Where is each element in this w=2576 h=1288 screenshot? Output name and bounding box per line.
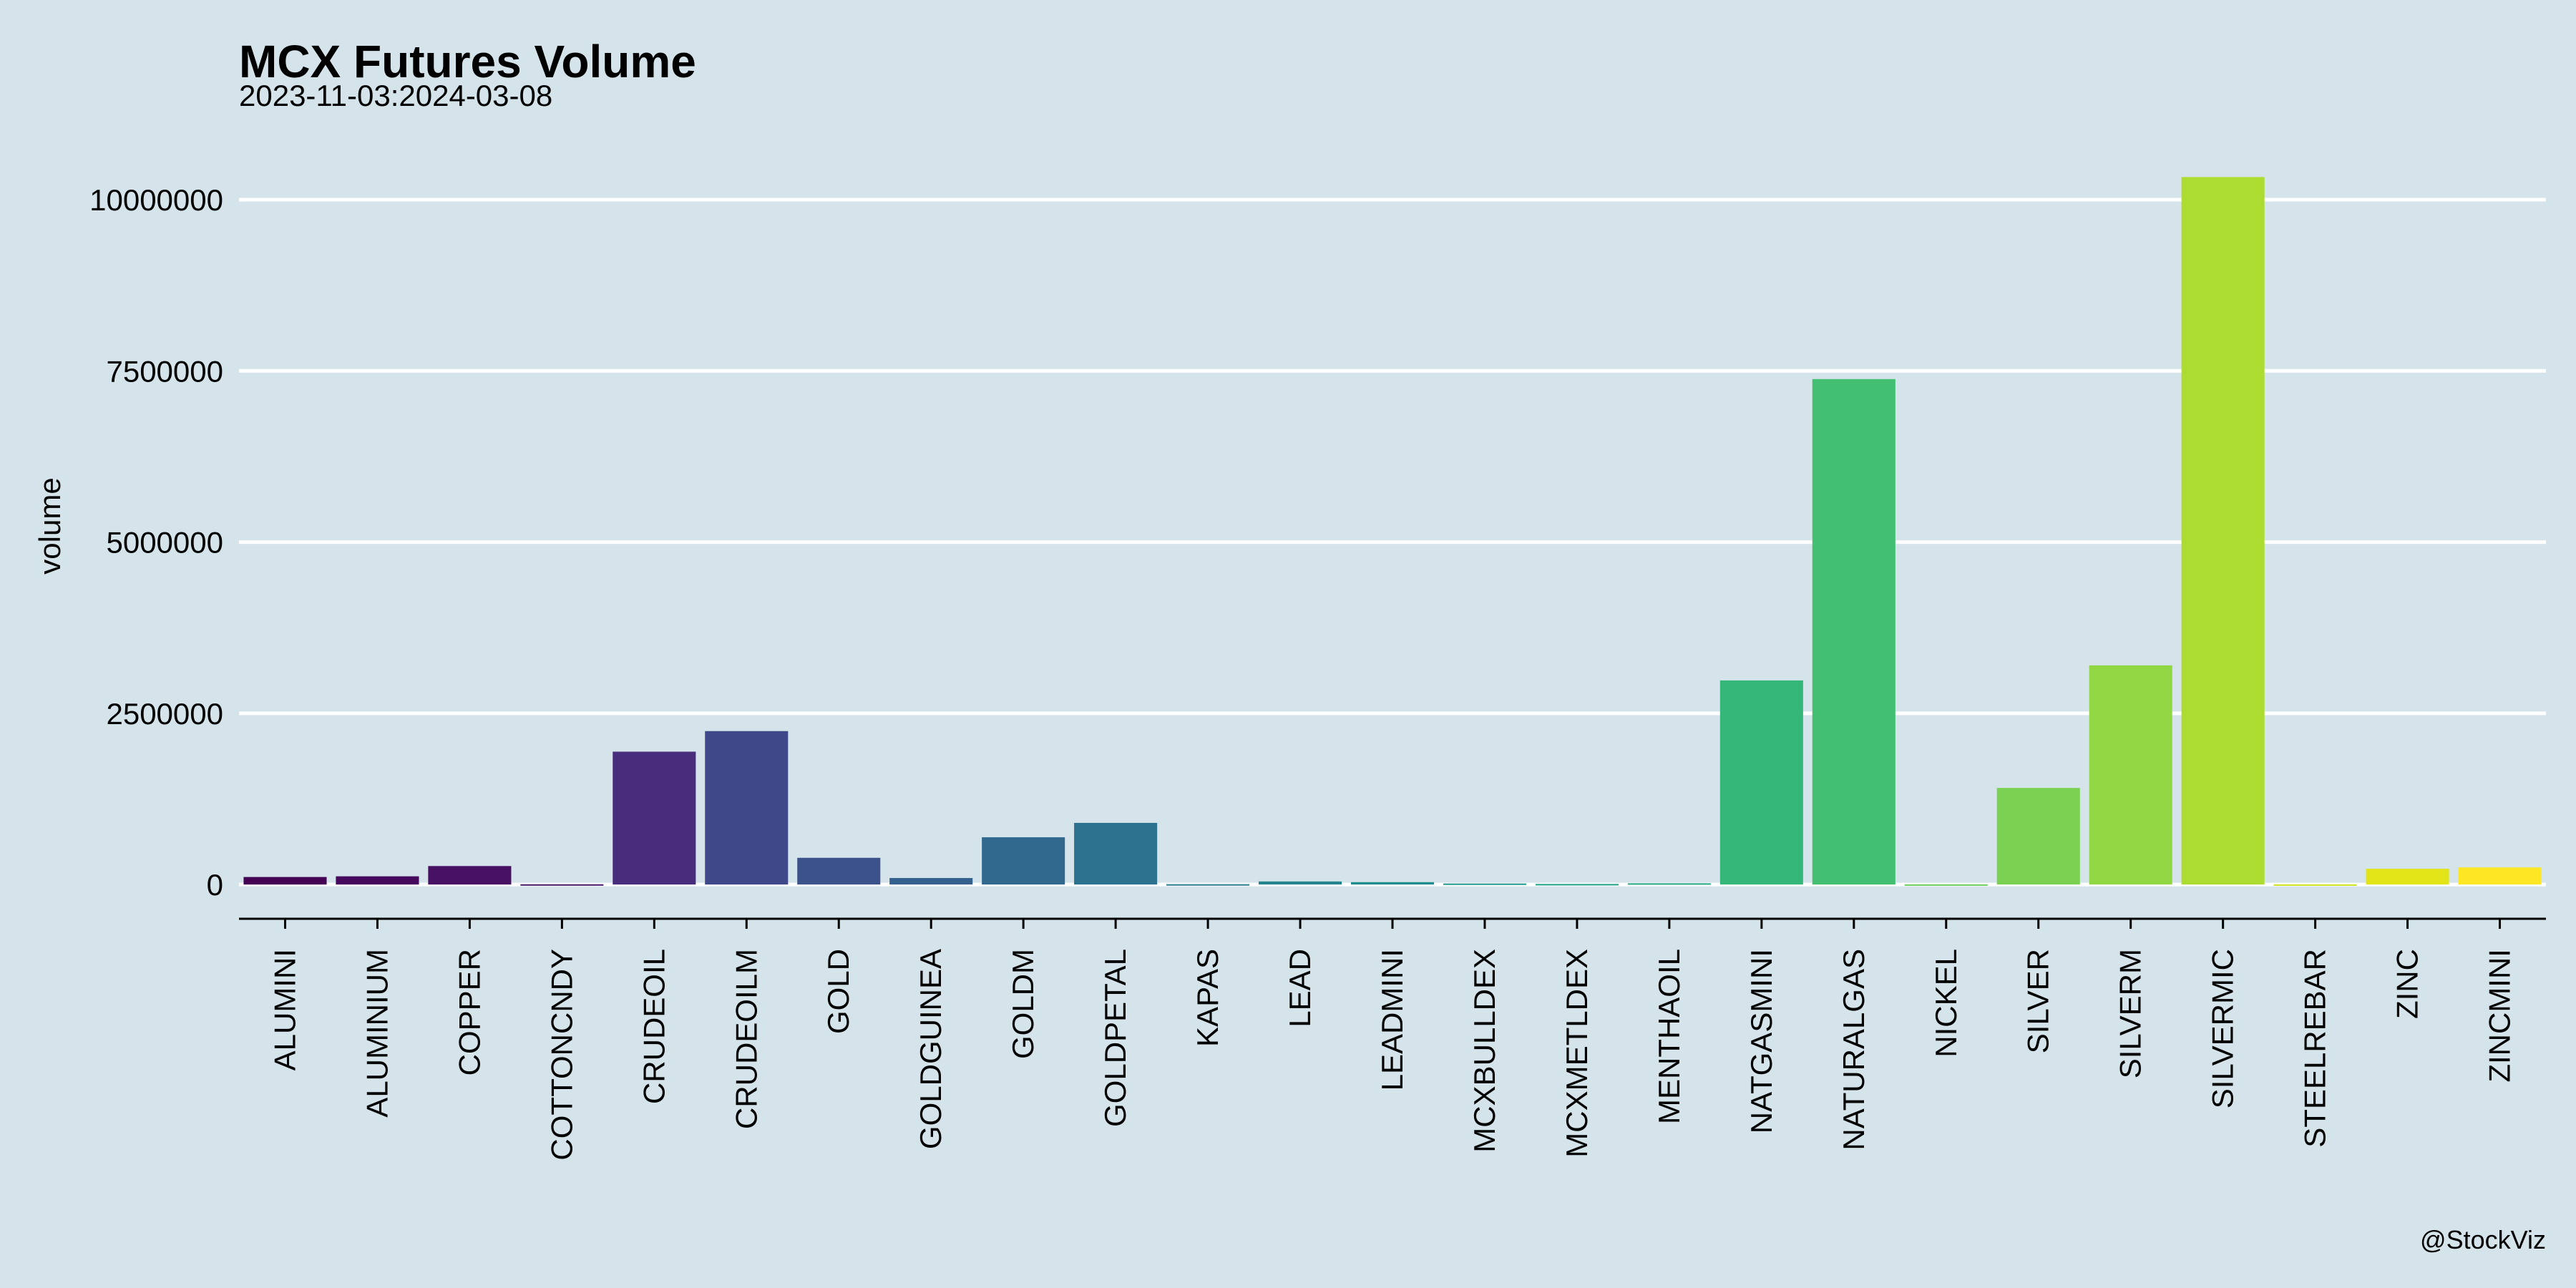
x-tick-label: NICKEL <box>1929 949 1963 1058</box>
bar-menthaoil <box>1627 883 1711 885</box>
x-tick-label: MCXBULLDEX <box>1468 949 1501 1153</box>
bar-goldpetal <box>1074 823 1158 885</box>
x-tick-label: LEADMINI <box>1375 949 1409 1091</box>
chart-caption: @StockViz <box>2420 1225 2546 1254</box>
y-axis-label: volume <box>33 477 67 574</box>
x-tick-label: CRUDEOIL <box>637 949 670 1104</box>
x-tick-label: SILVERM <box>2114 949 2147 1078</box>
bar-zinc <box>2366 869 2449 885</box>
bar-goldm <box>982 837 1065 885</box>
x-tick-label: GOLD <box>821 949 855 1034</box>
bars <box>243 177 2542 886</box>
y-tick-label: 5000000 <box>106 526 223 560</box>
y-tick-label: 7500000 <box>106 354 223 388</box>
bar-crudeoilm <box>705 731 789 885</box>
x-tick-label: ALUMINIUM <box>360 949 394 1118</box>
bar-mcxmetldex <box>1535 884 1619 886</box>
bar-lead <box>1259 881 1342 885</box>
x-tick-label: SILVER <box>2021 949 2055 1053</box>
bar-zincmini <box>2458 867 2542 885</box>
bar-nickel <box>1904 884 1988 886</box>
x-tick-label: ZINC <box>2391 949 2424 1019</box>
bar-copper <box>428 866 512 885</box>
x-tick-label: GOLDPETAL <box>1098 949 1132 1127</box>
bar-alumini <box>243 877 327 885</box>
x-axis-ticks: ALUMINI ALUMINIUM COPPER COTTONCNDY CRUDEOIL… <box>268 919 2517 1161</box>
y-tick-label: 2500000 <box>106 697 223 731</box>
chart-subtitle: 2023-11-03:2024-03-08 <box>239 79 552 112</box>
bar-crudeoil <box>613 751 696 885</box>
bar-silver <box>1996 788 2080 885</box>
bar-steelrebar <box>2273 884 2357 886</box>
bar-mcxbulldex <box>1443 883 1526 885</box>
x-tick-label: ALUMINI <box>268 949 301 1070</box>
bar-naturalgas <box>1812 379 1896 885</box>
bar-silverm <box>2089 665 2172 885</box>
bar-gold <box>797 857 881 885</box>
bar-aluminium <box>336 876 419 885</box>
x-tick-label: MCXMETLDEX <box>1560 949 1594 1158</box>
x-tick-label: KAPAS <box>1191 949 1224 1047</box>
chart-title: MCX Futures Volume <box>239 36 696 87</box>
x-tick-label: CRUDEOILM <box>729 949 763 1129</box>
x-tick-label: NATURALGAS <box>1837 949 1870 1151</box>
y-axis-ticks: 0 2500000 5000000 7500000 10000000 <box>89 183 223 902</box>
x-tick-label: MENTHAOIL <box>1652 949 1686 1124</box>
x-tick-label: COPPER <box>452 949 486 1075</box>
bar-natgasmini <box>1719 680 1803 885</box>
x-tick-label: SILVERMIC <box>2206 949 2240 1108</box>
x-tick-label: NATGASMINI <box>1745 949 1778 1133</box>
y-tick-label: 0 <box>207 868 223 902</box>
bar-silvermic <box>2181 177 2265 885</box>
x-tick-label: GOLDGUINEA <box>914 949 947 1149</box>
bar-cottoncndy <box>520 884 604 886</box>
bar-goldguinea <box>889 878 973 885</box>
x-tick-label: STEELREBAR <box>2298 949 2332 1148</box>
x-tick-label: COTTONCNDY <box>545 949 578 1161</box>
x-tick-label: GOLDM <box>1006 949 1040 1059</box>
bar-leadmini <box>1350 882 1435 885</box>
bar-kapas <box>1166 884 1250 886</box>
y-tick-label: 10000000 <box>89 183 223 217</box>
x-tick-label: LEAD <box>1283 949 1317 1028</box>
x-tick-label: ZINCMINI <box>2483 949 2517 1083</box>
